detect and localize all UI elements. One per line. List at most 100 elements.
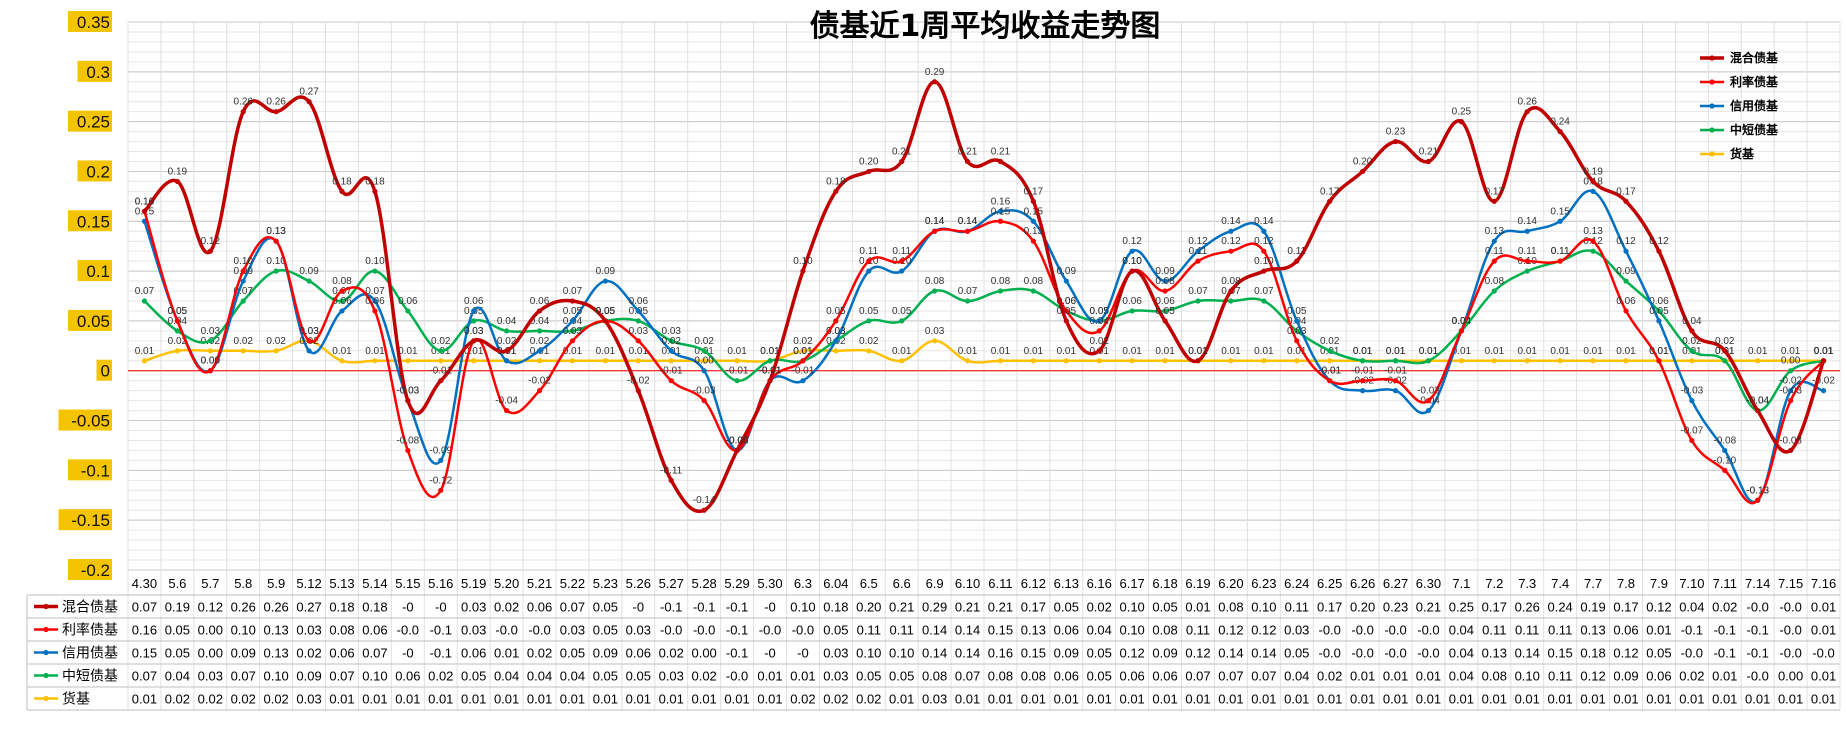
data-label: 0.25 xyxy=(1452,107,1472,118)
table-cell: 0.01 xyxy=(1054,692,1079,707)
x-tick-label: 5.22 xyxy=(560,576,585,591)
table-cell: -0.0 xyxy=(693,623,715,638)
data-point xyxy=(1261,248,1267,254)
data-point xyxy=(1030,358,1036,364)
table-cell: 0.12 xyxy=(1646,600,1671,615)
table-cell: 0.01 xyxy=(494,692,519,707)
x-tick-label: 5.21 xyxy=(527,576,552,591)
table-cell: 0.00 xyxy=(198,646,223,661)
table-cell: 0.12 xyxy=(1218,623,1243,638)
table-cell: 0.08 xyxy=(329,623,354,638)
table-cell: 0.11 xyxy=(1548,669,1572,684)
y-tick-highlight xyxy=(77,260,112,282)
table-key-marker xyxy=(43,649,49,656)
table-cell: 0.06 xyxy=(1054,669,1079,684)
data-point xyxy=(1392,138,1399,145)
table-cell: -0.0 xyxy=(660,623,682,638)
data-point xyxy=(306,278,312,284)
x-tick-label: 5.13 xyxy=(329,576,354,591)
data-label: -0.08 xyxy=(726,435,749,446)
table-cell: 0.11 xyxy=(1515,623,1539,638)
y-tick-highlight xyxy=(96,359,112,381)
table-cell: 0.05 xyxy=(560,646,585,661)
data-label: 0.06 xyxy=(1616,296,1636,307)
data-point xyxy=(273,109,279,115)
data-point xyxy=(1722,447,1728,454)
data-label: 0.06 xyxy=(1057,296,1077,307)
table-cell: 0.10 xyxy=(231,623,256,638)
data-label: 0.07 xyxy=(563,286,583,297)
data-point xyxy=(899,268,905,274)
data-point xyxy=(1129,268,1135,274)
data-label: 0.07 xyxy=(1254,286,1274,297)
data-label: -0.03 xyxy=(1680,386,1703,397)
data-point xyxy=(438,457,444,463)
data-point xyxy=(1656,318,1662,324)
data-point xyxy=(734,378,740,384)
table-cell: 0.05 xyxy=(593,600,618,615)
table-cell: 0.01 xyxy=(724,692,749,707)
y-tick-label: -0.15 xyxy=(71,511,110,530)
data-point xyxy=(635,388,641,394)
table-cell: 0.07 xyxy=(132,669,157,684)
table-cell: -0.0 xyxy=(1746,600,1768,615)
table-cell: -0.1 xyxy=(430,623,452,638)
table-cell: -0.1 xyxy=(726,646,748,661)
table-cell: 0.02 xyxy=(659,646,684,661)
data-point xyxy=(471,358,477,364)
table-cell: 0.14 xyxy=(922,623,947,638)
table-cell: 0.02 xyxy=(856,692,881,707)
data-label: 0.01 xyxy=(1485,346,1505,357)
data-point xyxy=(701,348,707,354)
data-label: 0.03 xyxy=(299,326,319,337)
table-cell: 0.00 xyxy=(1778,669,1803,684)
data-label: 0.01 xyxy=(1649,346,1669,357)
data-point xyxy=(207,248,213,254)
data-point xyxy=(536,328,543,334)
data-label: 0.14 xyxy=(925,216,945,227)
table-cell: 0.01 xyxy=(1778,692,1803,707)
table-cell: -0.0 xyxy=(1384,623,1406,638)
table-cell: -0.0 xyxy=(759,623,781,638)
table-cell: 0.01 xyxy=(362,692,387,707)
data-point xyxy=(1557,218,1563,224)
x-tick-label: 6.26 xyxy=(1350,576,1375,591)
table-cell: 0.01 xyxy=(1712,692,1737,707)
table-cell: 0.16 xyxy=(132,623,157,638)
table-cell: 0.26 xyxy=(1515,600,1540,615)
table-cell: 0.01 xyxy=(1811,600,1836,615)
table-cell: 0.05 xyxy=(165,646,190,661)
table-cell: 0.14 xyxy=(922,646,947,661)
table-cell: 0.06 xyxy=(527,600,552,615)
data-label: 0.02 xyxy=(497,336,517,347)
data-label: -0.08 xyxy=(726,435,749,446)
data-label: 0.01 xyxy=(1616,346,1636,357)
table-cell: 0.05 xyxy=(593,669,618,684)
table-cell: 0.05 xyxy=(593,623,618,638)
data-label: 0.15 xyxy=(1024,206,1044,217)
legend-label: 中短债基 xyxy=(1730,122,1779,137)
data-point xyxy=(372,298,378,304)
table-cell: 0.01 xyxy=(1152,692,1177,707)
table-cell: 0.01 xyxy=(461,692,486,707)
data-point xyxy=(997,358,1004,364)
table-cell: 0.02 xyxy=(1712,600,1737,615)
data-label: -0.01 xyxy=(1351,366,1374,377)
series-1: 0.16 0.05 0.00 0.10 0.13 0.03 0.08 0.06 -0.08 -0.… xyxy=(135,196,1834,505)
table-cell: 0.05 xyxy=(856,669,881,684)
table-cell: 0.01 xyxy=(1185,600,1210,615)
table-cell: 0.02 xyxy=(165,692,190,707)
table-cell: 0.13 xyxy=(263,623,288,638)
data-point xyxy=(964,228,971,234)
data-point xyxy=(1195,358,1201,364)
table-cell: 0.18 xyxy=(1580,646,1605,661)
data-label: 0.05 xyxy=(1089,306,1109,317)
table-cell: 0.07 xyxy=(329,669,354,684)
table-cell: -0.1 xyxy=(430,646,452,661)
data-point xyxy=(536,348,543,354)
data-point xyxy=(1195,248,1201,254)
table-cell: 0.02 xyxy=(790,692,815,707)
data-point xyxy=(1063,308,1069,314)
